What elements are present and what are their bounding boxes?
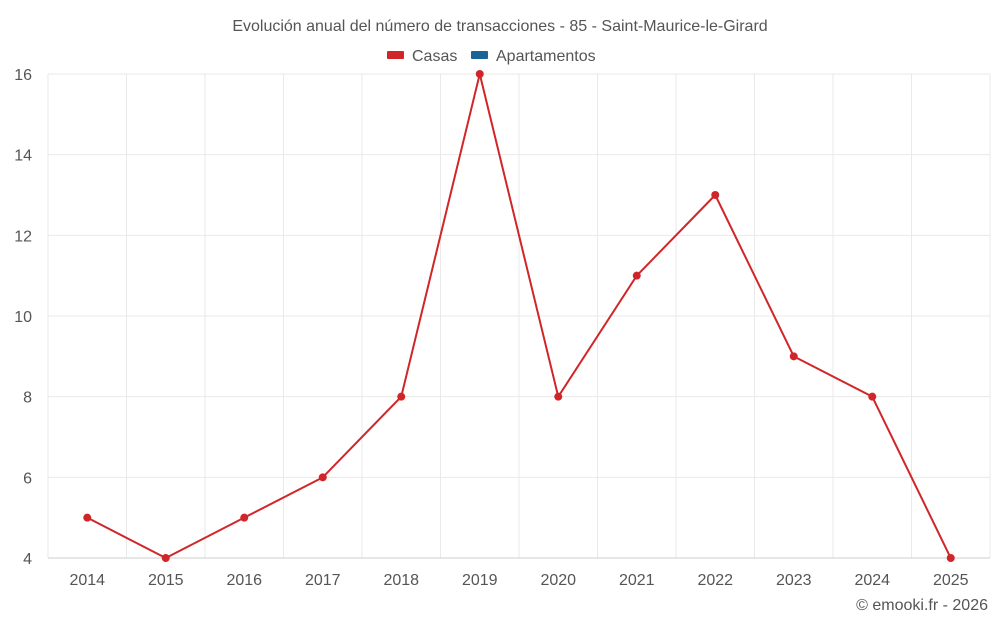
- x-tick-label: 2014: [69, 572, 105, 589]
- data-point-casas-2015[interactable]: [161, 554, 170, 562]
- data-point-casas-2020[interactable]: [554, 392, 563, 401]
- y-tick-label: 4: [23, 551, 32, 568]
- data-point-casas-2018[interactable]: [397, 392, 406, 401]
- data-point-casas-2022[interactable]: [711, 191, 720, 199]
- data-point-casas-2025[interactable]: [946, 554, 955, 562]
- data-point-casas-2021[interactable]: [632, 271, 641, 280]
- legend-swatch-apartamentos: [471, 51, 488, 59]
- data-point-casas-2024[interactable]: [868, 392, 877, 401]
- y-tick-label: 10: [14, 309, 32, 326]
- x-tick-label: 2017: [305, 572, 341, 589]
- legend-label-casas[interactable]: Casas: [412, 48, 457, 65]
- x-tick-label: 2024: [854, 572, 890, 589]
- x-tick-label: 2025: [933, 572, 969, 589]
- data-point-casas-2023[interactable]: [789, 352, 798, 361]
- data-point-casas-2014[interactable]: [83, 513, 92, 522]
- y-axis-ticks: 4 6 8 10 12 14 16: [14, 67, 32, 568]
- x-tick-label: 2020: [540, 572, 576, 589]
- y-tick-label: 16: [14, 67, 32, 84]
- data-point-casas-2017[interactable]: [318, 473, 327, 482]
- x-tick-label: 2021: [619, 572, 655, 589]
- x-tick-label: 2015: [148, 572, 184, 589]
- legend: Casas Apartamentos: [387, 48, 596, 65]
- series-line-casas: [86, 73, 952, 559]
- credit-text: © emooki.fr - 2026: [856, 597, 988, 614]
- y-tick-label: 6: [23, 470, 32, 487]
- x-tick-label: 2018: [383, 572, 419, 589]
- chart-title: Evolución anual del número de transaccio…: [232, 18, 767, 35]
- data-point-casas-2016[interactable]: [240, 513, 249, 522]
- data-point-casas-2019[interactable]: [475, 70, 484, 78]
- y-tick-label: 14: [14, 148, 32, 165]
- y-tick-label: 12: [14, 228, 32, 245]
- y-tick-label: 8: [23, 390, 32, 407]
- series-layer: [83, 70, 955, 562]
- x-tick-label: 2016: [226, 572, 262, 589]
- x-tick-label: 2022: [697, 572, 733, 589]
- x-tick-label: 2019: [462, 572, 498, 589]
- x-tick-label: 2023: [776, 572, 812, 589]
- legend-label-apartamentos[interactable]: Apartamentos: [496, 48, 596, 65]
- x-axis-ticks: 2014 2015 2016 2017 2018 2019 2020 2021 2022 2023…: [69, 572, 968, 589]
- legend-swatch-casas: [387, 51, 404, 59]
- grid: [47, 73, 991, 559]
